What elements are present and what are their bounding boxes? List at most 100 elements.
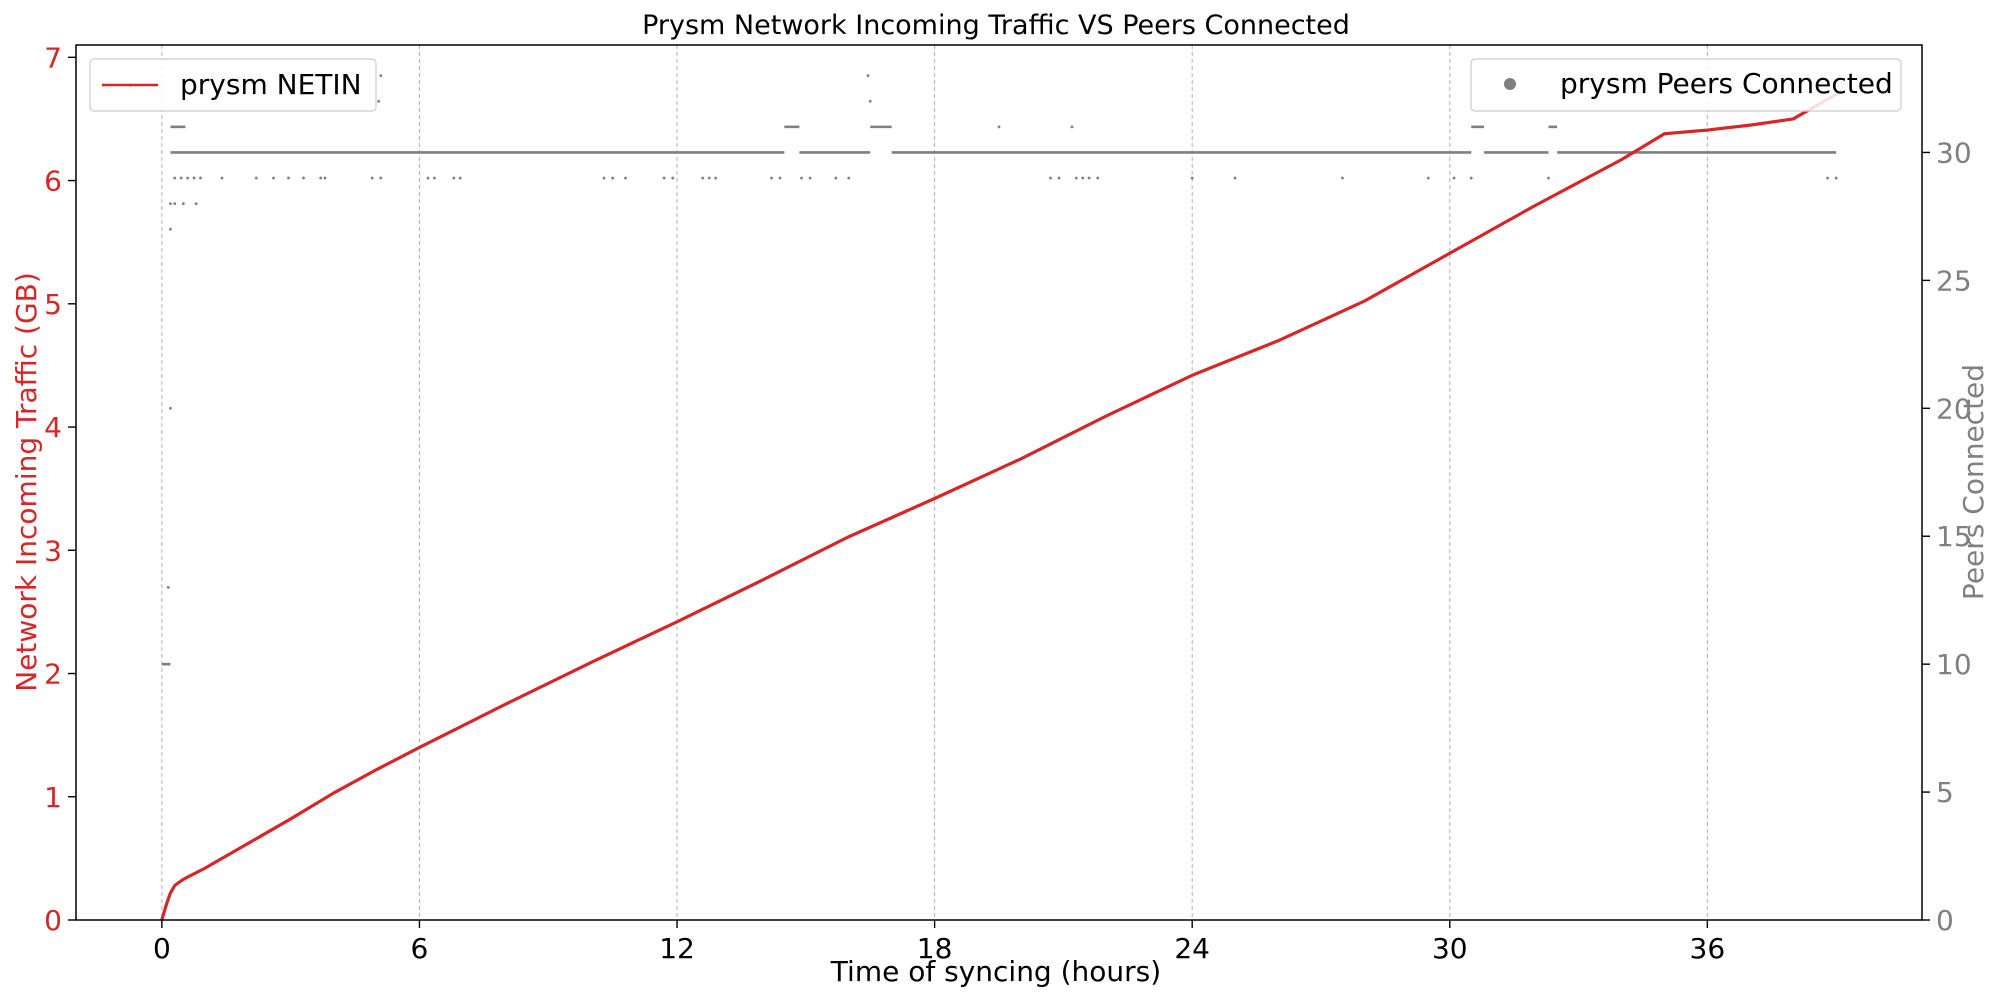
peers-point bbox=[847, 176, 851, 180]
legend-peers-box bbox=[1470, 58, 1902, 112]
peers-point bbox=[302, 176, 305, 180]
peers-point bbox=[997, 125, 1001, 129]
x-tick-label: 12 bbox=[659, 932, 695, 965]
peers-point bbox=[1070, 125, 1074, 129]
y-tick-label-left: 0 bbox=[44, 904, 62, 937]
peers-point bbox=[624, 176, 627, 180]
peers-point bbox=[834, 176, 838, 180]
netin-line bbox=[160, 90, 1843, 922]
peers-point bbox=[166, 585, 170, 589]
y-tick-label-left: 5 bbox=[44, 288, 62, 321]
peers-point bbox=[323, 176, 327, 180]
peers-point bbox=[169, 406, 172, 410]
y-tick-label-left: 1 bbox=[44, 781, 62, 814]
peers-point bbox=[1469, 176, 1473, 180]
y-tick-label-left: 3 bbox=[44, 534, 62, 567]
peers-point bbox=[272, 176, 275, 180]
peers-point bbox=[1233, 176, 1237, 180]
y-tick-label-right: 25 bbox=[1936, 264, 1972, 297]
peers-point bbox=[770, 176, 773, 180]
legend-peers-label: prysm Peers Connected bbox=[1560, 67, 1893, 100]
y-tick-label-left: 2 bbox=[44, 658, 62, 691]
legend-netin-label: prysm NETIN bbox=[180, 68, 362, 101]
peers-point bbox=[1190, 176, 1194, 180]
peers-point bbox=[1826, 176, 1829, 180]
peers-connected-series bbox=[161, 74, 1838, 666]
peers-point bbox=[194, 202, 198, 206]
peers-point bbox=[808, 176, 812, 180]
peers-point bbox=[1074, 176, 1078, 180]
netin-series bbox=[160, 90, 1843, 922]
peers-point bbox=[179, 176, 183, 180]
x-axis-label: Time of syncing (hours) bbox=[830, 955, 1161, 988]
peers-point bbox=[370, 176, 374, 180]
peers-point bbox=[701, 176, 705, 180]
peers-point bbox=[1057, 176, 1061, 180]
peers-point bbox=[1049, 176, 1052, 180]
x-tick-label: 24 bbox=[1174, 932, 1210, 965]
peers-point bbox=[1341, 176, 1344, 180]
peers-point bbox=[220, 176, 224, 180]
peers-point bbox=[319, 176, 323, 180]
peers-point bbox=[1452, 176, 1456, 180]
peers-point bbox=[707, 176, 711, 180]
axes bbox=[75, 44, 1923, 921]
plot-frame bbox=[75, 44, 1923, 921]
legend-netin[interactable]: prysm NETIN bbox=[89, 58, 377, 112]
peers-point bbox=[173, 176, 177, 180]
x-tick-label: 18 bbox=[917, 932, 953, 965]
peers-point bbox=[186, 176, 190, 180]
y-tick-label-right: 5 bbox=[1936, 776, 1954, 809]
chart-title: Prysm Network Incoming Traffic VS Peers … bbox=[642, 10, 1350, 41]
x-tick-label: 30 bbox=[1432, 932, 1468, 965]
peers-point bbox=[254, 176, 258, 180]
y-tick-label-right: 10 bbox=[1936, 648, 1972, 681]
y-tick-label-right: 0 bbox=[1936, 904, 1954, 937]
legend-peers-swatch bbox=[1504, 78, 1516, 90]
peers-point bbox=[1426, 176, 1430, 180]
legend-netin-box bbox=[89, 58, 377, 112]
peers-point bbox=[458, 176, 462, 180]
peers-point bbox=[1547, 176, 1550, 180]
peers-point bbox=[192, 176, 196, 180]
x-gridlines bbox=[161, 45, 1708, 920]
peers-point bbox=[778, 176, 782, 180]
peers-point bbox=[433, 176, 436, 180]
x-tick-label: 0 bbox=[153, 932, 171, 965]
x-tick-label: 36 bbox=[1690, 932, 1726, 965]
peers-point bbox=[173, 202, 177, 206]
peers-point bbox=[181, 202, 185, 206]
peers-point bbox=[169, 227, 172, 231]
legend-netin-marker bbox=[128, 83, 132, 87]
peers-point bbox=[199, 176, 202, 180]
legend-peers[interactable]: prysm Peers Connected bbox=[1470, 58, 1902, 112]
peers-point bbox=[426, 176, 430, 180]
peers-point bbox=[714, 176, 718, 180]
y-axis-label-left: Network Incoming Traffic (GB) bbox=[10, 272, 43, 692]
peers-point bbox=[452, 176, 456, 180]
y-tick-label-right: 15 bbox=[1936, 520, 1972, 553]
y-tick-label-right: 30 bbox=[1936, 136, 1972, 169]
peers-point bbox=[602, 176, 606, 180]
x-tick-label: 6 bbox=[411, 932, 429, 965]
peers-point bbox=[868, 99, 872, 103]
peers-point bbox=[866, 74, 870, 78]
y-axis-label-right: Peers Connected bbox=[1957, 364, 1990, 600]
peers-point bbox=[800, 176, 803, 180]
y-tick-label-left: 7 bbox=[44, 41, 62, 74]
peers-point bbox=[671, 176, 675, 180]
peers-point bbox=[662, 176, 666, 180]
peers-point bbox=[377, 99, 381, 103]
peers-point bbox=[379, 74, 383, 78]
peers-point bbox=[611, 176, 615, 180]
peers-point bbox=[379, 176, 383, 180]
peers-point bbox=[287, 176, 290, 180]
peers-point bbox=[1087, 176, 1091, 180]
y-tick-label-right: 20 bbox=[1936, 392, 1972, 425]
y-tick-label-left: 6 bbox=[44, 165, 62, 198]
peers-point bbox=[1834, 176, 1838, 180]
peers-point bbox=[1096, 176, 1100, 180]
